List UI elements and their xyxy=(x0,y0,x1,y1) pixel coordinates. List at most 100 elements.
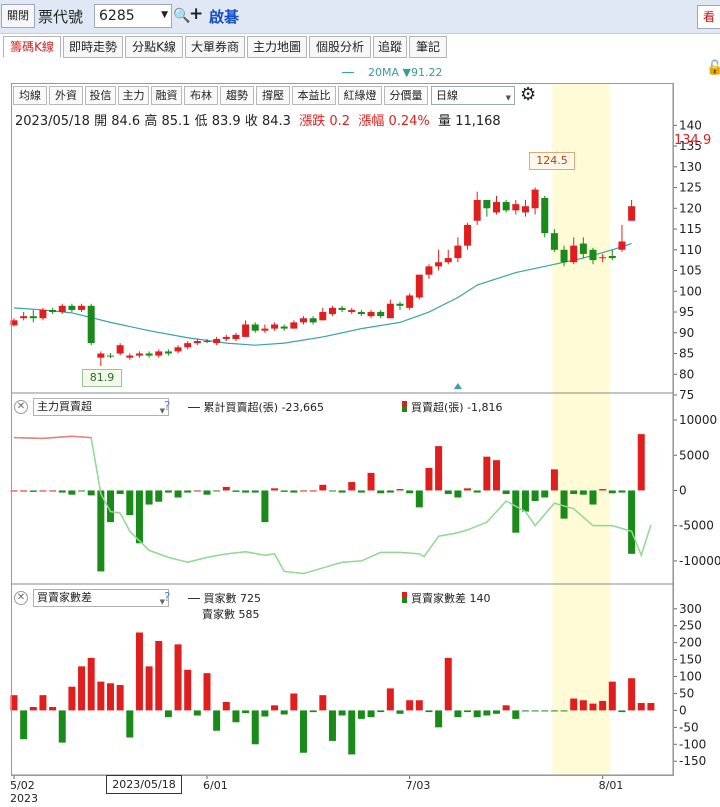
lock-icon[interactable]: 🔓 xyxy=(706,60,720,76)
tab-realtime[interactable]: 即時走勢 xyxy=(63,36,123,58)
broker-diff-bar xyxy=(309,710,317,713)
toolbar-ma-button[interactable]: 均線 xyxy=(13,86,47,105)
net-buy-bar xyxy=(126,490,134,516)
net-buy-bar xyxy=(87,490,95,496)
add-icon[interactable]: + xyxy=(189,4,204,24)
net-buy-bar xyxy=(377,490,385,494)
broker-diff-bar xyxy=(415,700,423,711)
candle-body xyxy=(87,305,95,344)
candle-body xyxy=(271,324,279,329)
broker-diff-bar xyxy=(78,666,86,711)
candle xyxy=(560,245,568,267)
toolbar-volume-profile-button[interactable]: 分價量 xyxy=(384,86,428,105)
marker-icon xyxy=(453,383,462,389)
broker-diff-bar xyxy=(338,710,346,716)
candle-body xyxy=(242,324,250,337)
tab-notes[interactable]: 筆記 xyxy=(409,36,447,58)
tab-chip-kline[interactable]: 籌碼K線 xyxy=(3,36,61,58)
search-icon[interactable]: 🔍 xyxy=(173,8,191,24)
stock-code-input[interactable]: 6285 ▼ xyxy=(94,4,172,28)
main-force-select-value: 主力買賣超 xyxy=(37,400,92,413)
candle-body xyxy=(464,224,472,246)
broker-diff-bar xyxy=(367,710,375,718)
dropdown-caret-icon[interactable]: ▼ xyxy=(161,10,168,20)
candle xyxy=(309,316,317,325)
candle-body xyxy=(261,328,269,331)
toolbar-trend-button[interactable]: 趨勢 xyxy=(220,86,254,105)
candle xyxy=(107,353,114,359)
broker-diff-bar xyxy=(386,688,394,711)
broker-diff-bar xyxy=(242,710,250,714)
period-value: 日線 xyxy=(436,89,458,102)
broker-diff-bar xyxy=(49,707,57,711)
net-buy-bar xyxy=(164,490,172,493)
candle xyxy=(78,303,86,313)
y-tick-label: 200 xyxy=(679,636,702,650)
tab-main-map[interactable]: 主力地圖 xyxy=(247,36,307,58)
y-tick-label: 80 xyxy=(679,367,694,381)
broker-diff-bar xyxy=(454,710,462,718)
tab-track[interactable]: 追蹤 xyxy=(373,36,407,58)
toolbar-foreign-button[interactable]: 外資 xyxy=(49,86,83,105)
net-buy-bar xyxy=(155,490,163,502)
close-panel-icon[interactable]: ✕ xyxy=(14,591,28,605)
candle xyxy=(300,316,307,325)
candle-body xyxy=(483,199,491,209)
y-tick-label: 5000 xyxy=(679,448,710,462)
help-icon[interactable]: ? xyxy=(164,590,171,604)
toolbar-main-force-button[interactable]: 主力 xyxy=(118,86,149,105)
broker-diff-bar xyxy=(444,657,452,711)
candle xyxy=(618,224,626,252)
broker-diff-bar xyxy=(58,710,66,743)
net-buy-bar xyxy=(39,490,47,492)
broker-diff-bar xyxy=(135,632,143,711)
candle-body xyxy=(628,206,636,221)
tab-branch-kline[interactable]: 分點K線 xyxy=(125,36,183,58)
broker-diff-bar xyxy=(251,710,259,745)
broker-diff-bar xyxy=(521,710,529,712)
close-panel-icon[interactable]: ✕ xyxy=(14,400,28,414)
broker-diff-bar xyxy=(174,644,182,711)
candle xyxy=(290,320,298,329)
broker-diff-bar xyxy=(328,710,336,741)
candle xyxy=(541,195,549,238)
candle-body xyxy=(10,320,18,326)
broker-diff-bar xyxy=(483,710,491,716)
broker-diff-select[interactable]: 買賣家數差 ▼ xyxy=(33,589,169,607)
net-buy-bar xyxy=(541,490,549,498)
y-tick-label: 85 xyxy=(679,347,694,361)
candle-body xyxy=(367,312,375,317)
toolbar-margin-button[interactable]: 融資 xyxy=(151,86,182,105)
net-buy-bar xyxy=(357,490,365,493)
view-button[interactable]: 看 xyxy=(697,5,720,29)
close-button[interactable]: 關閉 xyxy=(1,4,35,28)
net-buy-bar xyxy=(280,490,288,492)
y-tick-label: 135 xyxy=(679,139,702,153)
help-icon[interactable]: ? xyxy=(164,399,171,413)
ma-legend: 20MA ▼91.22 xyxy=(342,66,442,79)
toolbar-bollinger-button[interactable]: 布林 xyxy=(184,86,218,105)
tab-analysis[interactable]: 個股分析 xyxy=(309,36,371,58)
net-buy-bar xyxy=(338,490,346,493)
toolbar-trust-button[interactable]: 投信 xyxy=(85,86,116,105)
candle-body xyxy=(328,307,336,315)
period-select[interactable]: 日線 ▼ xyxy=(431,86,515,105)
broker-diff-bar xyxy=(512,710,520,719)
toolbar-support-button[interactable]: 撐壓 xyxy=(256,86,290,105)
y-tick-label: 110 xyxy=(679,243,702,257)
gear-icon[interactable]: ⚙ xyxy=(520,84,537,105)
main-force-select[interactable]: 主力買賣超 ▼ xyxy=(33,398,169,416)
toolbar-pe-button[interactable]: 本益比 xyxy=(292,86,336,105)
net-buy-bar xyxy=(521,490,529,512)
tab-big-broker[interactable]: 大單券商 xyxy=(185,36,245,58)
quote-high-label: 高 xyxy=(144,114,158,129)
quote-open-label: 開 xyxy=(94,114,108,129)
net-buy-bar xyxy=(116,490,124,494)
toolbar-signal-button[interactable]: 紅綠燈 xyxy=(338,86,382,105)
cum-legend: 累計買賣超(張) -23,665 xyxy=(188,399,324,415)
candle xyxy=(280,324,288,331)
candle xyxy=(145,351,153,358)
candle-body xyxy=(20,316,28,319)
candle xyxy=(608,249,616,261)
y-tick-label: 100 xyxy=(679,284,702,298)
